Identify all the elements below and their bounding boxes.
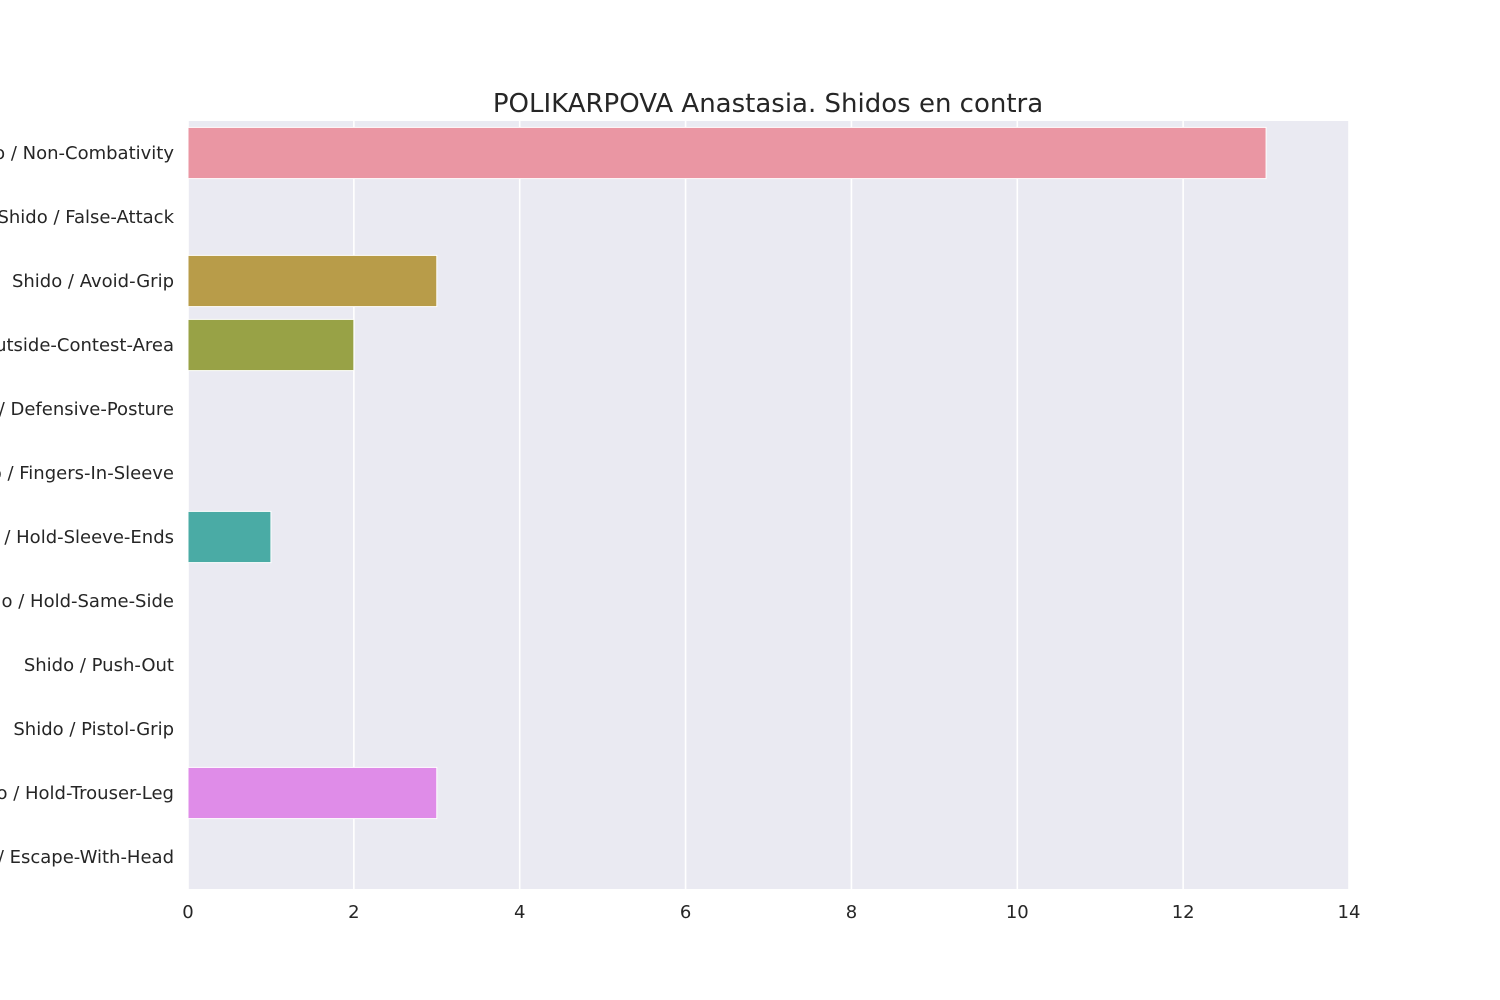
bar — [187, 254, 438, 308]
y-tick-label: Shido / Pistol-Grip — [13, 719, 174, 740]
y-tick-labels: Shido / Non-Combativity Shido / False-Att… — [0, 143, 175, 868]
x-tick-label: 0 — [182, 902, 193, 923]
x-tick-label: 8 — [846, 902, 857, 923]
bar — [187, 126, 1267, 180]
y-tick-label: Shido / Outside-Contest-Area — [0, 335, 174, 356]
y-tick-label: Shido / Escape-With-Head — [0, 847, 174, 868]
y-tick-label: Shido / Fingers-In-Sleeve — [0, 463, 174, 484]
bars — [187, 126, 1267, 820]
chart-title: POLIKARPOVA Anastasia. Shidos en contra — [493, 89, 1043, 119]
y-tick-label: Shido / Hold-Sleeve-Ends — [0, 527, 174, 548]
bar — [187, 318, 355, 372]
bar — [187, 510, 272, 564]
y-tick-label: Shido / Defensive-Posture — [0, 399, 174, 420]
y-tick-label: Shido / Push-Out — [24, 655, 174, 676]
x-tick-label: 10 — [1006, 902, 1029, 923]
x-tick-labels: 0 2 4 6 8 10 12 14 — [182, 902, 1360, 923]
y-tick-label: Shido / Avoid-Grip — [12, 271, 174, 292]
y-tick-label: Shido / Hold-Trouser-Leg — [0, 783, 174, 804]
plot-area — [188, 121, 1349, 889]
x-tick-label: 14 — [1338, 902, 1361, 923]
y-tick-label: Shido / Hold-Same-Side — [0, 591, 174, 612]
gridlines — [187, 121, 1350, 889]
x-tick-label: 12 — [1172, 902, 1195, 923]
y-tick-label: Shido / False-Attack — [0, 207, 175, 228]
x-tick-label: 6 — [680, 902, 691, 923]
x-tick-label: 4 — [514, 902, 525, 923]
y-tick-label: Shido / Non-Combativity — [0, 143, 174, 164]
x-tick-label: 2 — [348, 902, 359, 923]
bar — [187, 766, 438, 820]
